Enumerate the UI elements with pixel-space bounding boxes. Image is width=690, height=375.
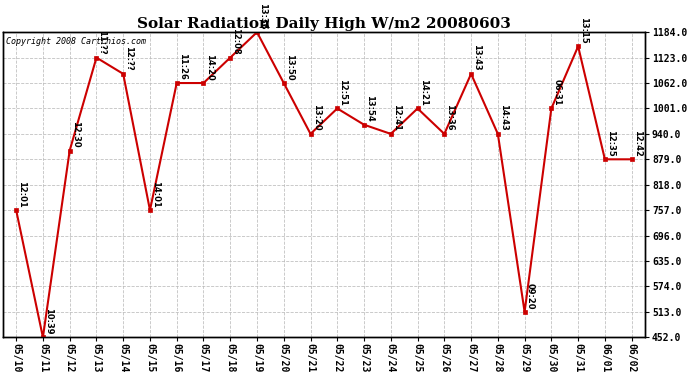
Text: 10:39: 10:39 [44,308,53,334]
Text: 12:51: 12:51 [338,79,347,106]
Text: 12:41: 12:41 [392,104,401,131]
Text: 12:42: 12:42 [633,130,642,156]
Text: 14:01: 14:01 [151,181,160,207]
Text: 13:36: 13:36 [258,3,267,29]
Title: Solar Radiation Daily High W/m2 20080603: Solar Radiation Daily High W/m2 20080603 [137,17,511,31]
Text: 12:01: 12:01 [17,181,26,207]
Text: 14:21: 14:21 [419,79,428,106]
Text: 12:??: 12:?? [124,46,133,71]
Text: 11:26: 11:26 [178,53,187,80]
Text: 13:20: 13:20 [312,105,321,131]
Text: 13:36: 13:36 [445,105,455,131]
Text: 14:20: 14:20 [204,54,213,80]
Text: 13:15: 13:15 [579,17,588,44]
Text: 09:20: 09:20 [526,283,535,309]
Text: 13:54: 13:54 [365,95,374,122]
Text: 06:31: 06:31 [553,79,562,106]
Text: 13:50: 13:50 [285,54,294,80]
Text: 13:43: 13:43 [472,45,481,71]
Text: 11:??: 11:?? [97,30,106,55]
Text: 12:30: 12:30 [71,121,80,148]
Text: 12:35: 12:35 [606,130,615,156]
Text: Copyright 2008 Cartchios.com: Copyright 2008 Cartchios.com [6,37,146,46]
Text: 12:08: 12:08 [231,28,240,55]
Text: 14:43: 14:43 [499,104,508,131]
